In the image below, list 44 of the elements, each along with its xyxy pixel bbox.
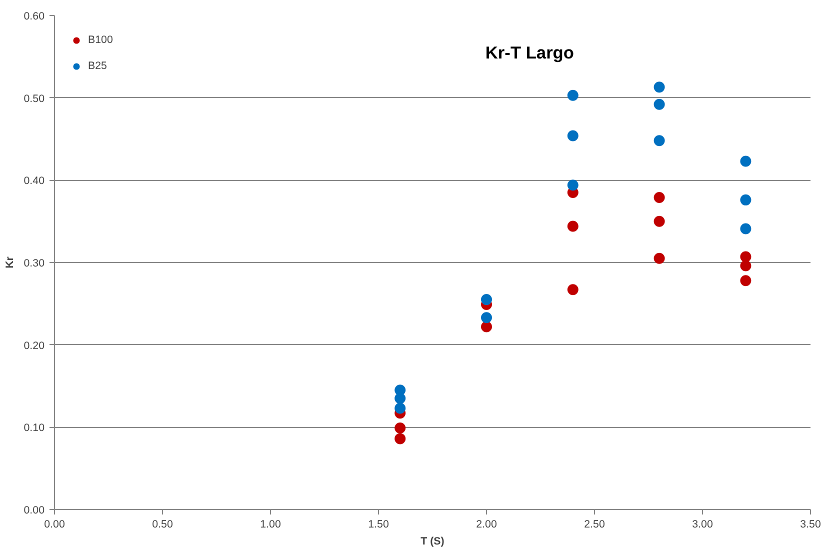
- point: [740, 194, 752, 206]
- point: [740, 260, 752, 272]
- y-tick-label: 0.40: [24, 175, 45, 188]
- y-tick-label: 0.10: [24, 422, 45, 434]
- point: [654, 216, 665, 227]
- y-tick-label: 0.60: [24, 10, 45, 22]
- point: [394, 433, 406, 444]
- point: [394, 392, 406, 404]
- point: [654, 192, 665, 203]
- y-axis-title: Kr: [4, 256, 16, 268]
- point: [654, 98, 665, 110]
- y-tick-label: 0.00: [24, 504, 45, 516]
- x-tick-label: 3.50: [800, 518, 821, 530]
- point: [394, 422, 406, 434]
- point: [481, 294, 492, 306]
- point: [567, 180, 578, 191]
- point: [740, 156, 752, 167]
- point: [567, 284, 578, 296]
- point: [394, 402, 406, 414]
- point: [740, 223, 752, 234]
- point: [740, 275, 752, 286]
- point: [481, 312, 492, 324]
- x-tick-label: 0.50: [152, 518, 173, 530]
- point: [567, 90, 578, 101]
- x-tick-label: 1.50: [368, 518, 389, 530]
- y-tick-label: 0.30: [24, 258, 45, 270]
- point: [567, 220, 578, 232]
- x-tick-label: 2.50: [584, 518, 605, 530]
- point: [567, 130, 578, 142]
- point: [654, 82, 665, 93]
- legend-label: B25: [88, 60, 108, 72]
- x-tick-label: 1.00: [260, 518, 281, 530]
- text: Kr-T Largo: [485, 42, 574, 63]
- point: [740, 251, 752, 262]
- y-tick-label: 0.50: [24, 92, 45, 105]
- y-tick-label: 0.20: [24, 340, 45, 352]
- point: [654, 252, 665, 264]
- point: [481, 321, 492, 332]
- x-tick-label: 2.00: [476, 518, 497, 530]
- x-tick-label: 0.00: [44, 518, 65, 530]
- x-tick-label: 3.00: [692, 518, 713, 530]
- point: [654, 135, 665, 146]
- x-axis-title: T (S): [420, 536, 445, 548]
- legend-label: B100: [88, 34, 113, 46]
